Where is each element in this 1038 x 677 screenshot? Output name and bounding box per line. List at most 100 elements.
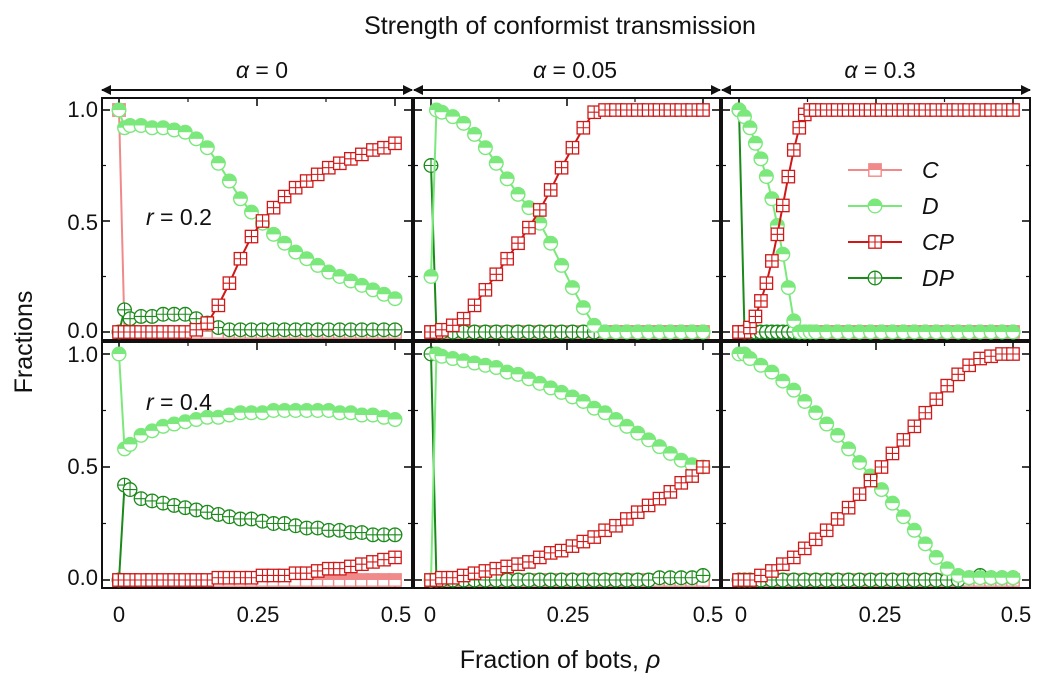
marker-d-fill xyxy=(321,403,336,411)
marker-d-fill xyxy=(112,347,126,354)
marker-cp-cross xyxy=(468,299,481,312)
marker-cp-cross xyxy=(787,551,800,564)
marker-d-fill xyxy=(435,105,449,113)
marker-cp-cross xyxy=(685,469,699,483)
marker-dp-cross xyxy=(868,271,882,285)
x-tick-label: 0.25 xyxy=(859,602,902,627)
marker-cp-cross xyxy=(212,571,225,584)
marker-d-fill xyxy=(377,410,391,418)
legend-label-c: C xyxy=(922,157,939,183)
marker-cp-cross xyxy=(377,141,391,154)
marker-d-fill xyxy=(973,325,987,332)
marker-d-fill xyxy=(388,291,402,299)
marker-cp-cross xyxy=(156,325,170,339)
marker-cp-cross xyxy=(490,268,503,281)
marker-cp-cross xyxy=(749,310,762,323)
marker-d-fill xyxy=(134,118,148,126)
marker-d-fill xyxy=(333,269,347,277)
marker-d-fill xyxy=(244,205,259,213)
marker-d-fill xyxy=(211,156,226,164)
marker-cp-cross xyxy=(156,573,170,587)
marker-d-fill xyxy=(748,136,763,144)
marker-d-fill xyxy=(940,325,955,332)
marker-cp-cross xyxy=(234,252,247,265)
marker-d-fill xyxy=(874,325,889,332)
marker-cp-cross xyxy=(754,294,768,308)
column-heading-1: α = 0 xyxy=(236,57,288,83)
marker-d-fill xyxy=(554,258,569,266)
panel-bottom-left xyxy=(101,341,413,589)
marker-cp-cross xyxy=(388,551,402,564)
x-tick-label: 0.25 xyxy=(547,602,590,627)
marker-cp-cross xyxy=(377,553,391,566)
marker-d-fill xyxy=(630,325,645,332)
marker-d-fill xyxy=(344,274,358,281)
marker-d-fill xyxy=(145,120,159,128)
marker-cp-cross xyxy=(168,325,181,339)
marker-cp-cross xyxy=(952,368,965,381)
marker-cp-cross xyxy=(134,573,148,587)
marker-d-fill xyxy=(1006,325,1020,332)
marker-d-fill xyxy=(233,405,248,413)
marker-d-fill xyxy=(754,152,768,159)
marker-d-fill xyxy=(863,325,878,332)
marker-cp-cross xyxy=(134,325,148,339)
marker-cp-cross xyxy=(886,447,899,460)
marker-d-fill xyxy=(511,187,525,195)
marker-d-fill xyxy=(984,325,998,332)
marker-d-fill xyxy=(299,403,314,411)
marker-cp-cross xyxy=(300,567,313,580)
marker-d-fill xyxy=(134,428,148,436)
marker-d-fill xyxy=(366,283,380,290)
marker-d-fill xyxy=(852,455,867,463)
marker-cp-cross xyxy=(771,228,784,241)
marker-d-fill xyxy=(266,403,281,411)
marker-d-fill xyxy=(456,353,471,361)
marker-cp-cross xyxy=(664,485,677,499)
marker-cp-cross xyxy=(820,524,833,537)
marker-cp-cross xyxy=(919,406,932,419)
marker-d-fill xyxy=(609,325,623,332)
marker-d-fill xyxy=(663,325,678,332)
marker-cp-cross xyxy=(179,573,192,587)
row-label-1: r = 0.2 xyxy=(146,204,212,230)
marker-d-fill xyxy=(787,314,801,321)
plot-frame xyxy=(101,341,413,589)
y-tick-label: 1.0 xyxy=(67,97,98,122)
marker-d-fill xyxy=(424,269,438,277)
marker-d-fill xyxy=(885,496,900,504)
marker-cp-cross xyxy=(787,143,800,157)
row-label-2: r = 0.4 xyxy=(146,389,212,415)
marker-d-fill xyxy=(674,325,689,332)
marker-d-fill xyxy=(868,199,882,206)
marker-cp-cross xyxy=(256,569,269,582)
legend-label-d: D xyxy=(922,193,939,219)
marker-cp-cross xyxy=(793,121,806,134)
marker-cp-cross xyxy=(289,567,302,580)
marker-cp-cross xyxy=(366,555,380,569)
marker-d-fill xyxy=(500,172,514,179)
marker-d-fill xyxy=(222,408,237,416)
marker-d-fill xyxy=(333,405,347,413)
y-axis-label: Fractions xyxy=(10,291,38,394)
marker-cp-cross xyxy=(267,569,280,582)
marker-d-fill xyxy=(929,550,944,558)
marker-cp-cross xyxy=(212,299,225,312)
legend: CD CP DP xyxy=(848,157,955,291)
marker-d-fill xyxy=(609,412,623,420)
plot-frame xyxy=(721,97,1031,341)
marker-d-fill xyxy=(732,103,746,110)
marker-d-fill xyxy=(478,140,493,148)
marker-d-fill xyxy=(467,127,482,135)
marker-cp-cross xyxy=(333,562,346,575)
marker-c-fill xyxy=(388,573,402,580)
marker-d-fill xyxy=(907,325,922,332)
marker-d-fill xyxy=(776,374,790,382)
marker-d-fill xyxy=(222,174,237,182)
marker-cp-cross xyxy=(457,312,470,325)
marker-d-fill xyxy=(565,280,580,288)
marker-d-fill xyxy=(587,318,601,326)
marker-d-fill xyxy=(377,287,391,295)
marker-d-fill xyxy=(737,109,752,117)
marker-cp-cross xyxy=(333,157,346,170)
